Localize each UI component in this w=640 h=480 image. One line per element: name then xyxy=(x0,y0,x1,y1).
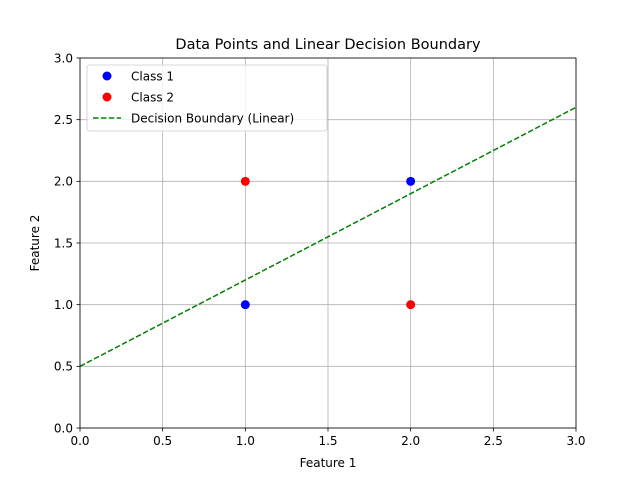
y-tick-label: 0.0 xyxy=(54,421,73,435)
x-axis: 0.0 0.5 1.0 1.5 2.0 2.5 3.0 xyxy=(70,428,586,448)
legend-frame xyxy=(86,64,328,132)
y-tick-label: 3.0 xyxy=(54,51,73,65)
legend-label: Class 1 xyxy=(131,69,174,83)
legend-marker-swatch xyxy=(102,71,112,81)
plot-data xyxy=(79,106,577,367)
y-tick-label: 2.0 xyxy=(54,175,73,189)
x-tick-label: 1.5 xyxy=(318,434,337,448)
decision-boundary-line xyxy=(79,106,577,367)
chart-title: Data Points and Linear Decision Boundary xyxy=(175,37,481,53)
x-tick-label: 2.0 xyxy=(401,434,420,448)
x-tick-label: 0.0 xyxy=(70,434,89,448)
x-tick-label: 0.5 xyxy=(153,434,172,448)
x-tick-label: 1.0 xyxy=(236,434,255,448)
y-tick-label: 0.5 xyxy=(54,360,73,374)
legend: Class 1 Class 2 Decision Boundary (Linear) xyxy=(86,64,328,132)
class-2-point xyxy=(406,300,416,310)
class-1-point xyxy=(406,176,416,186)
y-axis: 0.0 0.5 1.0 1.5 2.0 2.5 3.0 xyxy=(54,51,80,435)
y-tick-label: 2.5 xyxy=(54,113,73,127)
x-tick-label: 2.5 xyxy=(484,434,503,448)
y-tick-label: 1.5 xyxy=(54,236,73,250)
legend-label: Decision Boundary (Linear) xyxy=(131,111,294,125)
class-2-point xyxy=(240,176,250,186)
class-1-point xyxy=(240,300,250,310)
legend-marker-swatch xyxy=(102,92,112,102)
legend-label: Class 2 xyxy=(131,90,174,104)
x-axis-label: Feature 1 xyxy=(300,456,357,470)
y-axis-label: Feature 2 xyxy=(28,215,42,272)
x-tick-label: 3.0 xyxy=(566,434,585,448)
y-tick-label: 1.0 xyxy=(54,298,73,312)
